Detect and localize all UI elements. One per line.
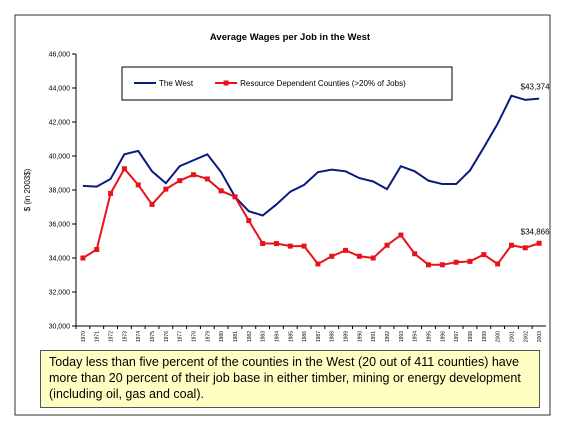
x-tick-label: 1984	[274, 331, 280, 342]
point-marker	[273, 241, 279, 247]
x-tick-label: 1997	[454, 331, 460, 342]
y-tick-label: 38,000	[49, 188, 71, 195]
x-tick-label: 1993	[399, 331, 405, 342]
x-tick-label: 1970	[81, 331, 87, 342]
point-marker	[481, 252, 487, 258]
x-tick-label: 1976	[164, 331, 170, 342]
point-marker	[135, 182, 141, 188]
point-marker	[398, 232, 404, 238]
x-tick-label: 1991	[371, 331, 377, 342]
series-line	[82, 167, 540, 266]
note-box: Today less than five percent of the coun…	[40, 350, 540, 408]
point-marker	[108, 190, 114, 196]
legend-label: Resource Dependent Counties (>20% of Job…	[240, 79, 406, 88]
point-marker	[536, 240, 542, 246]
y-axis-label: $ (in 2003$)	[23, 168, 32, 211]
point-marker	[246, 218, 252, 224]
legend-marker	[223, 80, 229, 86]
y-tick-label: 42,000	[49, 120, 71, 127]
x-tick-label: 1980	[219, 331, 225, 342]
x-tick-label: 2002	[523, 331, 529, 342]
point-marker	[163, 186, 169, 192]
point-marker	[384, 242, 390, 248]
x-tick-label: 1999	[482, 331, 488, 342]
x-tick-label: 1987	[316, 331, 322, 342]
y-tick-label: 40,000	[49, 154, 71, 161]
point-marker	[467, 258, 473, 264]
point-marker	[121, 166, 127, 172]
x-tick-label: 1992	[385, 331, 391, 342]
point-marker	[343, 247, 349, 253]
point-marker	[315, 261, 321, 267]
x-tick-label: 1995	[427, 331, 433, 342]
chart-title: Average Wages per Job in the West	[210, 32, 371, 43]
point-marker	[412, 251, 418, 257]
x-tick-label: 1974	[136, 331, 142, 342]
y-tick-label: 36,000	[49, 222, 71, 229]
x-tick-label: 1996	[440, 331, 446, 342]
x-tick-label: 1983	[261, 331, 267, 342]
point-marker	[453, 259, 459, 265]
y-tick-label: 34,000	[49, 256, 71, 263]
x-tick-label: 2000	[496, 331, 502, 342]
point-marker	[287, 243, 293, 249]
x-tick-label: 1977	[178, 331, 184, 342]
point-marker	[80, 255, 86, 261]
legend-label: The West	[159, 79, 194, 88]
point-marker	[426, 262, 431, 268]
x-tick-label: 1982	[247, 331, 253, 342]
x-tick-label: 2003	[537, 331, 543, 342]
x-tick-label: 1986	[302, 331, 308, 342]
x-tick-label: 1989	[344, 331, 350, 342]
x-tick-label: 1988	[330, 331, 336, 342]
point-marker	[149, 201, 155, 207]
x-tick-label: 1971	[95, 331, 101, 342]
x-tick-label: 1979	[205, 331, 211, 342]
value-label: $34,866	[521, 227, 550, 236]
point-marker	[218, 188, 224, 194]
point-marker	[370, 255, 376, 261]
point-marker	[232, 194, 238, 200]
point-marker	[356, 253, 362, 259]
x-tick-label: 1981	[233, 331, 239, 342]
point-marker	[329, 253, 335, 259]
point-marker	[177, 178, 183, 184]
point-marker	[301, 243, 307, 249]
point-marker	[191, 172, 196, 178]
point-marker	[204, 176, 210, 182]
y-tick-label: 46,000	[49, 52, 71, 59]
x-tick-label: 1994	[413, 331, 419, 342]
point-marker	[260, 241, 266, 247]
x-tick-label: 1972	[109, 331, 115, 342]
y-tick-label: 32,000	[49, 290, 71, 297]
value-label: $43,374	[521, 83, 550, 92]
frame	[14, 14, 551, 416]
legend-box	[121, 66, 453, 101]
x-tick-label: 1998	[468, 331, 474, 342]
point-marker	[94, 247, 100, 252]
x-tick-label: 1973	[122, 331, 128, 342]
point-marker	[522, 245, 528, 251]
point-marker	[495, 261, 501, 267]
x-tick-label: 1978	[192, 331, 198, 342]
point-marker	[508, 242, 514, 248]
x-tick-label: 1990	[357, 331, 363, 342]
point-marker	[439, 262, 445, 268]
x-tick-label: 2001	[509, 331, 515, 342]
y-tick-label: 30,000	[49, 324, 71, 331]
x-tick-label: 1975	[150, 331, 156, 342]
y-tick-label: 44,000	[49, 86, 71, 93]
x-tick-label: 1985	[288, 331, 294, 342]
series-line	[82, 94, 540, 217]
